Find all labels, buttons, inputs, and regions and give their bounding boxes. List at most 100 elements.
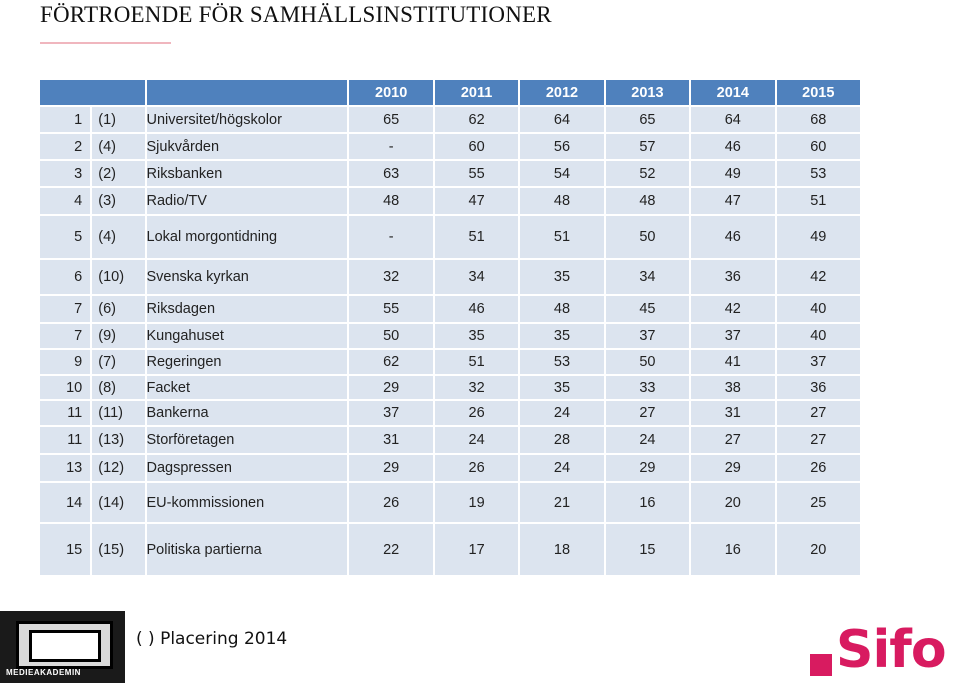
value-cell: 35 (434, 324, 521, 350)
value-cell: 48 (349, 188, 435, 216)
value-cell: 53 (776, 161, 862, 188)
value-cell: 46 (434, 296, 521, 324)
value-cell: 47 (691, 188, 777, 216)
value-cell: 35 (520, 376, 606, 401)
value-cell: 24 (520, 401, 606, 427)
value-cell: 48 (605, 188, 692, 216)
value-cell: 26 (434, 455, 521, 483)
value-cell: - (349, 216, 435, 260)
previous-rank-cell: (11) (92, 401, 147, 427)
page-title: FÖRTROENDE FÖR SAMHÄLLSINSTITUTIONER (40, 2, 552, 27)
rank-cell: 9 (40, 350, 93, 376)
rank-cell: 7 (40, 296, 93, 324)
value-cell: 37 (605, 324, 692, 350)
value-cell: 51 (520, 216, 606, 260)
institution-cell: Riksbanken (146, 161, 350, 188)
value-cell: 40 (776, 324, 862, 350)
value-cell: 16 (605, 483, 692, 524)
table-row: 7 (9) Kungahuset 50 35 35 37 37 40 (40, 324, 862, 350)
value-cell: 50 (349, 324, 435, 350)
institution-cell: Politiska partierna (146, 524, 350, 577)
value-cell: 21 (520, 483, 606, 524)
value-cell: 34 (434, 260, 521, 296)
institution-cell: Kungahuset (146, 324, 350, 350)
header-year: 2015 (776, 80, 862, 107)
value-cell: 29 (605, 455, 692, 483)
value-cell: 57 (605, 134, 692, 161)
value-cell: 29 (349, 376, 435, 401)
value-cell: 29 (691, 455, 777, 483)
table-row: 6 (10) Svenska kyrkan 32 34 35 34 36 42 (40, 260, 862, 296)
value-cell: 41 (691, 350, 777, 376)
institution-cell: EU-kommissionen (146, 483, 350, 524)
header-rank-cell (40, 80, 147, 107)
value-cell: 54 (520, 161, 606, 188)
value-cell: 35 (520, 324, 606, 350)
previous-rank-cell: (3) (92, 188, 147, 216)
institution-cell: Universitet/högskolor (146, 107, 350, 134)
rank-cell: 5 (40, 216, 93, 260)
header-institution-cell (146, 80, 350, 107)
value-cell: 24 (520, 455, 606, 483)
logo-text: MEDIEAKADEMIN (6, 668, 81, 677)
table-row: 3 (2) Riksbanken 63 55 54 52 49 53 (40, 161, 862, 188)
value-cell: 47 (434, 188, 521, 216)
value-cell: 31 (691, 401, 777, 427)
institution-cell: Sjukvården (146, 134, 350, 161)
rank-cell: 10 (40, 376, 93, 401)
previous-rank-cell: (12) (92, 455, 147, 483)
previous-rank-cell: (4) (92, 134, 147, 161)
value-cell: 31 (349, 427, 435, 455)
value-cell: 24 (605, 427, 692, 455)
table-row: 2 (4) Sjukvården -60 56 57 46 60 (40, 134, 862, 161)
value-cell: 46 (691, 134, 777, 161)
table-row: 1 (1) Universitet/högskolor 65 62 64 65 64 68 (40, 107, 862, 134)
institution-cell: Dagspressen (146, 455, 350, 483)
previous-rank-cell: (6) (92, 296, 147, 324)
previous-rank-cell: (15) (92, 524, 147, 577)
value-cell: 27 (691, 427, 777, 455)
previous-rank-cell: (1) (92, 107, 147, 134)
value-cell: 24 (434, 427, 521, 455)
rank-cell: 7 (40, 324, 93, 350)
table-row: 9 (7) Regeringen 62 51 53 50 41 37 (40, 350, 862, 376)
value-cell: 19 (434, 483, 521, 524)
header-year: 2013 (605, 80, 692, 107)
table-row: 11 (11) Bankerna 37 26 24 27 31 27 (40, 401, 862, 427)
value-cell: 28 (520, 427, 606, 455)
table-row: 13 (12) Dagspressen 29 26 24 29 29 26 (40, 455, 862, 483)
value-cell: 27 (776, 427, 862, 455)
value-cell: 62 (434, 107, 521, 134)
value-cell: 38 (691, 376, 777, 401)
value-cell: 63 (349, 161, 435, 188)
header-year: 2014 (691, 80, 777, 107)
value-cell: 26 (776, 455, 862, 483)
previous-rank-cell: (2) (92, 161, 147, 188)
table-row: 5 (4) Lokal morgontidning -51 51 50 46 49 (40, 216, 862, 260)
rank-cell: 6 (40, 260, 93, 296)
header-year: 2011 (434, 80, 521, 107)
value-cell: 50 (605, 350, 692, 376)
value-cell: 36 (776, 376, 862, 401)
value-cell: 49 (691, 161, 777, 188)
rank-cell: 14 (40, 483, 93, 524)
table-row: 14 (14) EU-kommissionen 26 19 21 16 20 25 (40, 483, 862, 524)
header-year: 2010 (349, 80, 435, 107)
value-cell: 29 (349, 455, 435, 483)
value-cell: 48 (520, 188, 606, 216)
value-cell: 26 (434, 401, 521, 427)
rank-cell: 11 (40, 427, 93, 455)
value-cell: 22 (349, 524, 435, 577)
sifo-logo-text: Sifo (836, 620, 947, 680)
value-cell: 25 (776, 483, 862, 524)
value-cell: 16 (691, 524, 777, 577)
rank-cell: 15 (40, 524, 93, 577)
previous-rank-cell: (8) (92, 376, 147, 401)
previous-rank-cell: (7) (92, 350, 147, 376)
value-cell: 51 (434, 216, 521, 260)
value-cell: 37 (776, 350, 862, 376)
rank-cell: 2 (40, 134, 93, 161)
value-cell: 17 (434, 524, 521, 577)
table-row: 15 (15) Politiska partierna 22 17 18 15 16 20 (40, 524, 862, 577)
value-cell: 42 (691, 296, 777, 324)
